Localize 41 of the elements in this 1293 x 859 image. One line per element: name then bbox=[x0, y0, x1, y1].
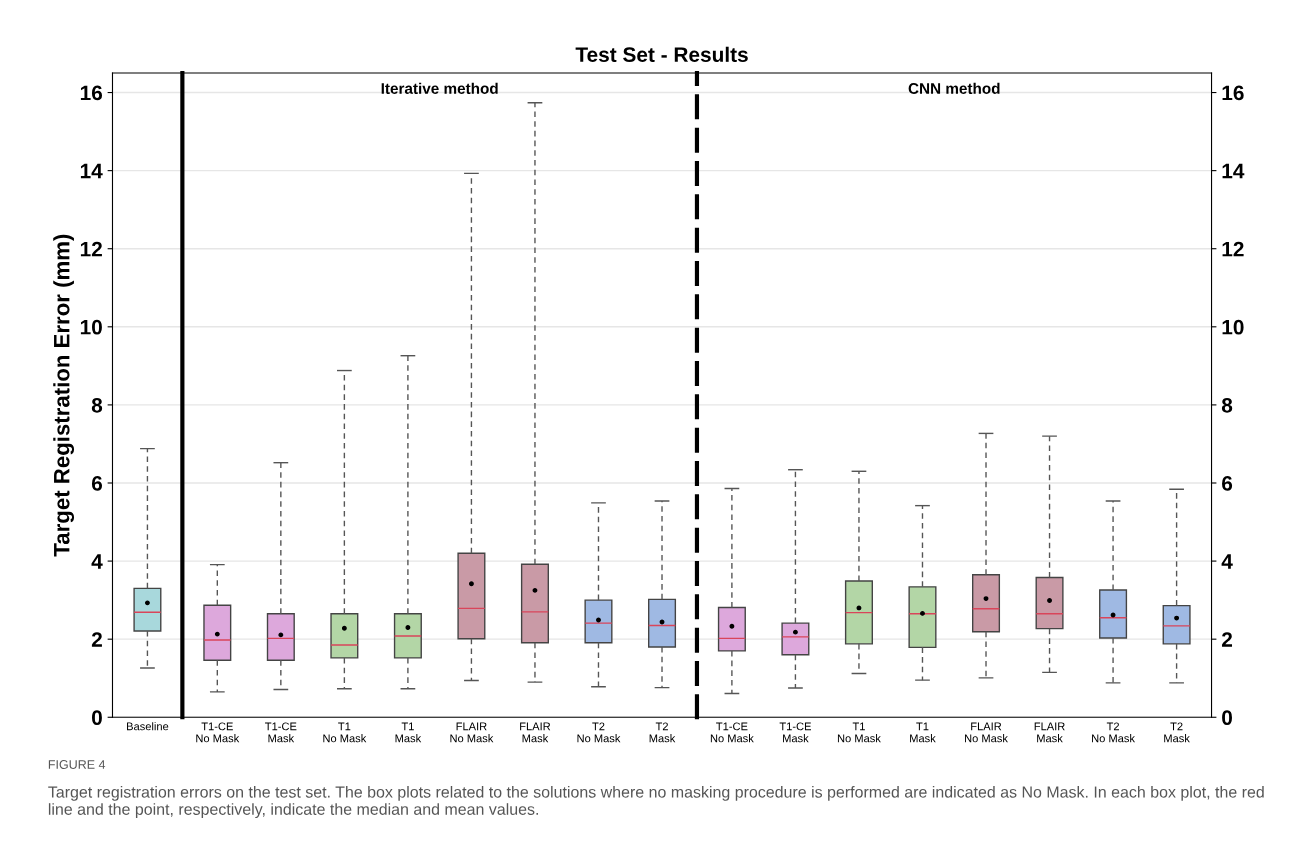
x-tick-label: T2 Mask bbox=[1164, 722, 1190, 743]
y-tick-label: 14 bbox=[80, 163, 103, 179]
y-tick-label: 0 bbox=[92, 710, 102, 726]
x-tick-label: FLAIR No Mask bbox=[965, 722, 1008, 743]
chart-title: Iterative method bbox=[381, 82, 498, 94]
caption: FIGURE 4 bbox=[48, 760, 106, 769]
text: Test Set - Results bbox=[575, 46, 748, 63]
x-tick-label: FLAIR Mask bbox=[1034, 722, 1065, 743]
y-tick-label: 16 bbox=[1222, 85, 1244, 101]
x-tick-label: FLAIR Mask bbox=[520, 722, 551, 743]
y-tick-label: 10 bbox=[1222, 319, 1244, 335]
y-tick-label: 8 bbox=[1221, 397, 1233, 413]
y-tick-label: 10 bbox=[80, 319, 102, 335]
y-tick-label: 14 bbox=[1222, 163, 1245, 179]
x-tick-label: Baseline bbox=[127, 722, 169, 731]
x-tick-label: FLAIR No Mask bbox=[450, 722, 494, 743]
x-tick-label: T1 No Mask bbox=[837, 722, 881, 743]
chart-title: CNN method bbox=[908, 82, 1000, 94]
x-tick-label: T2 No Mask bbox=[1092, 722, 1136, 743]
x-tick-label: T1-CE No Mask bbox=[710, 722, 754, 743]
y-tick-label: 6 bbox=[1222, 475, 1233, 491]
text: Target registration errors on the test set. The box plots related to the solutions where no masking procedure is performed are indicated as No Mask. In each box plot, the red line and the point, respectively, indicate the median and mean values. bbox=[48, 785, 1264, 819]
y-axis-title: Target Registration Error (mm) bbox=[53, 234, 75, 557]
y-tick-label: 2 bbox=[1221, 632, 1233, 647]
y-tick-label: 4 bbox=[1221, 554, 1233, 569]
y-tick-label: 12 bbox=[1222, 241, 1244, 257]
y-tick-label: 0 bbox=[1222, 710, 1232, 726]
y-tick-label: 16 bbox=[80, 85, 103, 101]
x-tick-label: T1-CE Mask bbox=[265, 722, 297, 743]
x-tick-label: T1 Mask bbox=[395, 722, 422, 743]
y-tick-label: 2 bbox=[91, 632, 102, 647]
y-tick-label: 6 bbox=[91, 475, 103, 491]
x-tick-label: T1-CE Mask bbox=[779, 722, 811, 743]
x-tick-label: T1 No Mask bbox=[323, 722, 367, 743]
y-tick-label: 12 bbox=[80, 241, 102, 257]
x-tick-label: T1 Mask bbox=[910, 722, 936, 743]
x-tick-label: T2 No Mask bbox=[577, 722, 621, 743]
y-tick-label: 4 bbox=[91, 554, 103, 569]
y-tick-label: 8 bbox=[91, 397, 103, 413]
x-tick-label: T2 Mask bbox=[649, 722, 676, 743]
x-tick-label: T1-CE No Mask bbox=[196, 722, 240, 743]
